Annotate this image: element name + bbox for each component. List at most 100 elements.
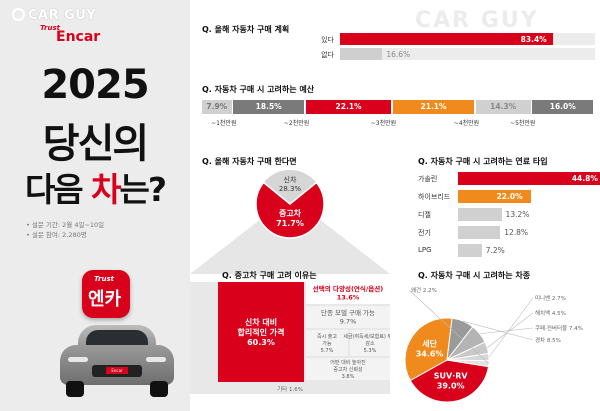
q1-title: Q. 올해 자동차 구매 계획 [202,25,290,34]
q5-cell-text: 합리적인 가격 [238,327,285,337]
q5-cell-text: 9.7% [340,318,357,326]
headline-line3: 다음 차는? [0,163,190,211]
q4-label: 가솔린 [418,175,438,183]
q4-value-label: 22.0% [496,192,523,201]
q4-bar [458,172,600,185]
q5-cell [306,358,390,380]
app-icon-trust: Trust [94,275,114,283]
q6-slice [409,359,490,403]
q6-slice-label: SUV·RV [434,372,469,381]
q6-outside-label: 미니밴 2.7% [535,294,566,302]
headline-line3-part1: 다음 [24,170,92,209]
carguy-logo-text: CAR GUY [28,8,97,23]
q4-label: 전기 [418,229,431,237]
q6-outside-label: 쿠페·컨버터블 7.4% [535,324,583,332]
q3-new-label: 신차 [284,175,297,184]
q5-cell [218,282,304,382]
q6-outside-label: 왜건 2.2% [411,286,437,294]
q5-cell [306,282,390,304]
q6-outside-label: 해치백 4.5% [535,309,566,317]
q5-cell [350,330,390,356]
q4-bar [458,244,482,257]
q5-other-label: 기타 1.6% [277,385,303,393]
q2-segment: 18.5% [233,100,305,114]
q2-category-label: ~3천만원 [370,120,397,127]
q4-value-label: 13.2% [505,210,530,219]
headline-line3-part2: 는? [119,170,167,209]
car-illustration: Encar [52,305,182,405]
survey-period: • 설문 기간: 2월 4일~10일 [26,221,105,229]
q5-title: Q. 중고차 구매 고려 이유는 [222,271,317,280]
q3-funnel-shape [190,218,390,274]
carguy-logo: CAR GUY [12,8,96,23]
trust-logo-text: Trust [40,24,60,32]
q5-cell [306,306,390,328]
q2-category-label: ~5천만원 [510,120,536,127]
q4-title: Q. 자동차 구매 시 고려하는 연료 타입 [418,157,548,166]
q1-label: 있다 [321,36,334,44]
q5-cell-text: 5.7% [321,348,334,354]
q5-cell-text: 3.8% [342,374,355,380]
q4-label: 디젤 [418,211,431,219]
q5-cell-text: 어떤 대비 높아진 [330,359,366,366]
car-wheel-left [66,381,84,397]
q5-cell-text: 가능 [322,340,332,347]
q4-label: LPG [418,246,432,254]
carguy-ring-icon [12,8,25,21]
q2-category-label: ~2천만원 [283,120,310,127]
q3-new-value: 28.3% [279,185,302,193]
q1-bar [340,48,383,60]
encar-app-icon: Trust 엔카 [82,270,130,318]
q5-cell-text: 60.3% [247,338,275,347]
q6-leader-line [462,320,534,341]
q2-stacked-bar: 7.9% 18.5% 22.1% 21.1% 14.3% 16.0% [202,100,595,114]
encar-logo-text: Encar [56,29,101,45]
car-headlamp-right [146,357,166,362]
q6-slice-label: 세단 [422,338,437,348]
left-panel: CAR GUY Trust Encar 2025 당신의 다음 차는? • 설문… [0,0,190,411]
q6-slice-value: 34.6% [416,349,444,358]
car-windshield [86,330,148,347]
q3-slice-used [255,181,325,239]
q3-used-value: 71.7% [276,219,304,228]
q5-cell-text: 중고차 신뢰성 [333,366,362,373]
q6-leader-line [479,327,534,335]
q2-segment: 22.1% [305,100,392,114]
watermark: CAR GUY [415,8,539,33]
car-headlamp-left [68,357,88,362]
q6-leader-line [486,312,534,348]
q2-segment: 16.0% [532,100,594,114]
q5-cell-text: 선택의 다양성(연식/옵션) [313,284,383,293]
q4-bar [458,208,502,221]
q4-label: 하이브리드 [418,193,451,201]
q4-bar [458,226,501,239]
headline-year: 2025 [41,62,149,108]
q3-used-label: 중고차 [279,208,302,218]
q5-cell-text: 단종 모델 구매 가능 [321,308,375,317]
q1-bar-track [340,48,595,60]
q5-cell-text: 세금(취득세/보험료) 부담 [343,333,390,340]
q1-value-label: 16.6% [386,50,411,59]
q5-cell [306,330,348,356]
q5-cell-text: 신차 대비 [245,317,277,327]
q4-value-label: 7.2% [485,246,505,255]
q3-title: Q. 올해 자동차 구매 한다면 [202,157,297,166]
right-panel: CAR GUY Q. 올해 자동차 구매 계획 Q. 자동차 구매 시 고려하는… [190,0,600,411]
car-plate: Encar [106,367,128,374]
q1-label: 없다 [321,51,334,59]
q5-cell-text: 즉시 출고 [317,333,337,340]
q6-leader-line [488,297,534,358]
q2-segment: 7.9% [202,100,232,114]
q2-category-label: ~1천만원 [211,120,237,127]
q5-cell-text: 13.6% [337,294,360,302]
q1-value-label: 83.4% [520,35,547,44]
q6-outside-label: 경차 8.5% [535,336,561,344]
q2-segment: 14.3% [475,100,531,114]
q2-title: Q. 자동차 구매 시 고려하는 예산 [202,85,315,94]
q1-bar [340,33,553,45]
q6-slice [404,317,453,382]
q5-cell-text: 5.3% [364,348,377,354]
